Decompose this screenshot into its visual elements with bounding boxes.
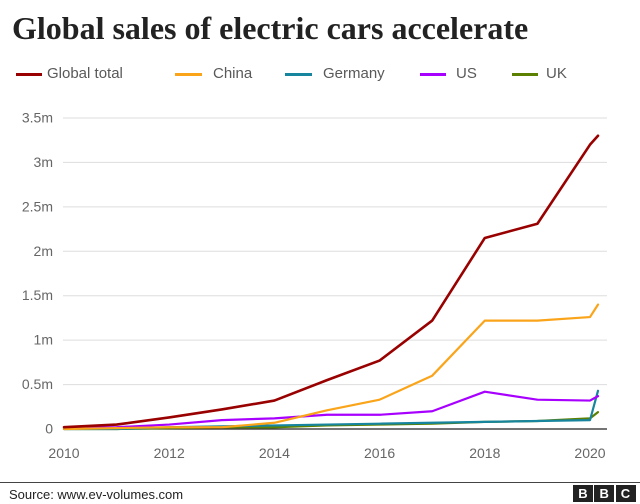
svg-text:2m: 2m [34,243,53,259]
svg-text:1m: 1m [34,332,53,348]
svg-text:0.5m: 0.5m [22,376,53,392]
svg-text:3.5m: 3.5m [22,110,53,126]
svg-text:3m: 3m [34,154,53,170]
svg-text:0: 0 [45,421,53,437]
svg-text:2016: 2016 [364,445,395,461]
svg-text:2010: 2010 [48,445,79,461]
svg-text:2018: 2018 [469,445,500,461]
svg-text:2.5m: 2.5m [22,198,53,214]
svg-text:2020: 2020 [574,445,605,461]
svg-text:2014: 2014 [259,445,290,461]
svg-text:2012: 2012 [154,445,185,461]
svg-text:1.5m: 1.5m [22,287,53,303]
